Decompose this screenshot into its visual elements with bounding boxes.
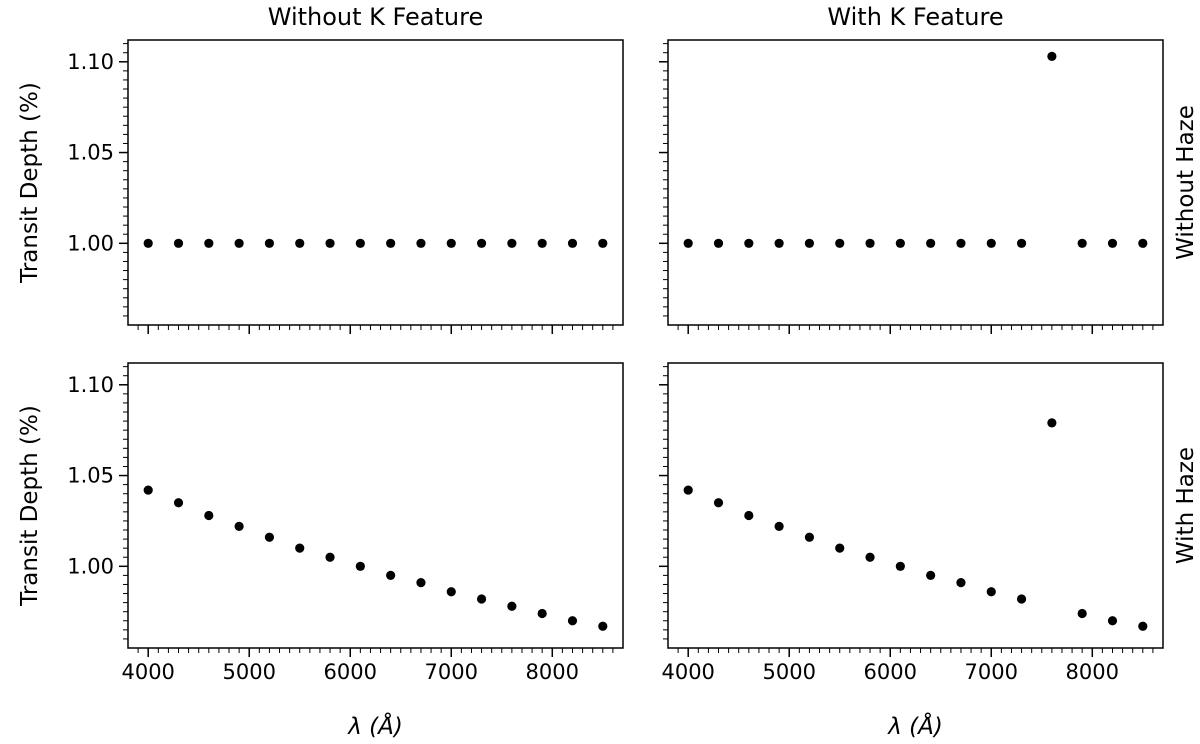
data-point: [865, 552, 875, 562]
data-point: [143, 485, 153, 495]
data-point: [1107, 238, 1118, 248]
y-tick-label: 1.05: [67, 141, 114, 165]
data-point: [264, 532, 275, 542]
data-point: [598, 621, 608, 631]
data-point: [1047, 51, 1057, 61]
panel-1-1: 4000 5000 6000 7000 8000 λ (Å): [659, 362, 1164, 740]
data-point: [204, 510, 214, 521]
panel-1-0: 4000 5000 6000 7000 8000 1.00 1.05 1.10 Transit …: [17, 362, 624, 740]
x-tick-label: 5000: [762, 660, 815, 684]
panel-0-1: [659, 39, 1164, 334]
data-point: [264, 238, 275, 248]
data-point: [1016, 594, 1027, 604]
data-point: [1077, 238, 1087, 248]
data-point: [355, 561, 365, 571]
data-point: [774, 521, 784, 531]
y-tick-label: 1.00: [67, 554, 114, 578]
data-point: [295, 238, 305, 248]
data-point: [1047, 418, 1057, 428]
data-point: [744, 238, 754, 248]
data-point: [986, 238, 996, 248]
data-point: [173, 238, 184, 248]
data-point: [986, 587, 996, 597]
data-point: [865, 238, 875, 248]
x-axis-label: λ (Å): [346, 712, 403, 740]
data-point: [143, 238, 153, 248]
data-point: [507, 238, 517, 248]
y-tick-label: 1.10: [67, 373, 114, 397]
data-point: [507, 601, 517, 611]
panel-frame: [667, 362, 1164, 649]
data-point: [204, 238, 214, 248]
y-axis-label: Transit Depth (%): [17, 405, 43, 607]
data-point: [1138, 621, 1148, 631]
data-point: [835, 543, 845, 553]
data-point: [325, 552, 335, 562]
data-point: [234, 521, 244, 531]
panel-0-0: 1.00 1.05 1.10 Transit Depth (%): [17, 39, 624, 334]
data-point: [683, 485, 693, 495]
x-tick-label: 6000: [324, 660, 377, 684]
data-point: [598, 238, 608, 248]
panel-frame: [667, 39, 1164, 326]
row-title-with-haze: With Haze: [1173, 447, 1199, 564]
data-point: [567, 238, 578, 248]
y-axis-label: Transit Depth (%): [17, 82, 43, 284]
data-point: [476, 594, 487, 604]
data-point: [416, 238, 426, 248]
panel-frame: [127, 362, 624, 649]
data-point: [1107, 616, 1118, 626]
data-point: [295, 543, 305, 553]
data-point: [234, 238, 244, 248]
data-point: [804, 238, 815, 248]
data-point: [1077, 608, 1087, 619]
data-point: [537, 608, 547, 619]
data-point: [683, 238, 693, 248]
x-tick-label: 5000: [222, 660, 275, 684]
data-point: [355, 238, 365, 248]
data-point: [835, 238, 845, 248]
data-point: [926, 238, 936, 248]
row-title-without-haze: Without Haze: [1173, 105, 1199, 260]
x-tick-label: 6000: [864, 660, 917, 684]
data-point: [804, 532, 815, 542]
y-tick-label: 1.10: [67, 50, 114, 74]
data-point: [744, 510, 754, 521]
panel-frame: [127, 39, 624, 326]
data-point: [774, 238, 784, 248]
x-tick-label: 7000: [965, 660, 1018, 684]
data-point: [956, 578, 966, 588]
data-point: [386, 570, 396, 580]
data-point: [567, 616, 578, 626]
data-point: [1016, 238, 1027, 248]
data-point: [325, 238, 335, 248]
x-tick-label: 4000: [661, 660, 714, 684]
data-point: [537, 238, 547, 248]
x-axis-label: λ (Å): [886, 712, 943, 740]
data-point: [956, 238, 966, 248]
data-point: [1138, 238, 1148, 248]
data-point: [926, 570, 936, 580]
data-point: [446, 587, 456, 597]
data-point: [713, 238, 724, 248]
data-point: [713, 498, 724, 508]
y-tick-label: 1.05: [67, 464, 114, 488]
y-tick-label: 1.00: [67, 231, 114, 255]
data-point: [476, 238, 487, 248]
column-title-without-k-feature: Without K Feature: [268, 3, 483, 31]
x-tick-label: 7000: [425, 660, 478, 684]
data-point: [173, 498, 184, 508]
data-point: [386, 238, 396, 248]
column-title-with-k-feature: With K Feature: [827, 3, 1003, 31]
x-tick-label: 4000: [121, 660, 174, 684]
x-tick-label: 8000: [1066, 660, 1119, 684]
x-tick-label: 8000: [526, 660, 579, 684]
data-point: [416, 578, 426, 588]
data-point: [895, 561, 905, 571]
data-point: [446, 238, 456, 248]
data-point: [895, 238, 905, 248]
